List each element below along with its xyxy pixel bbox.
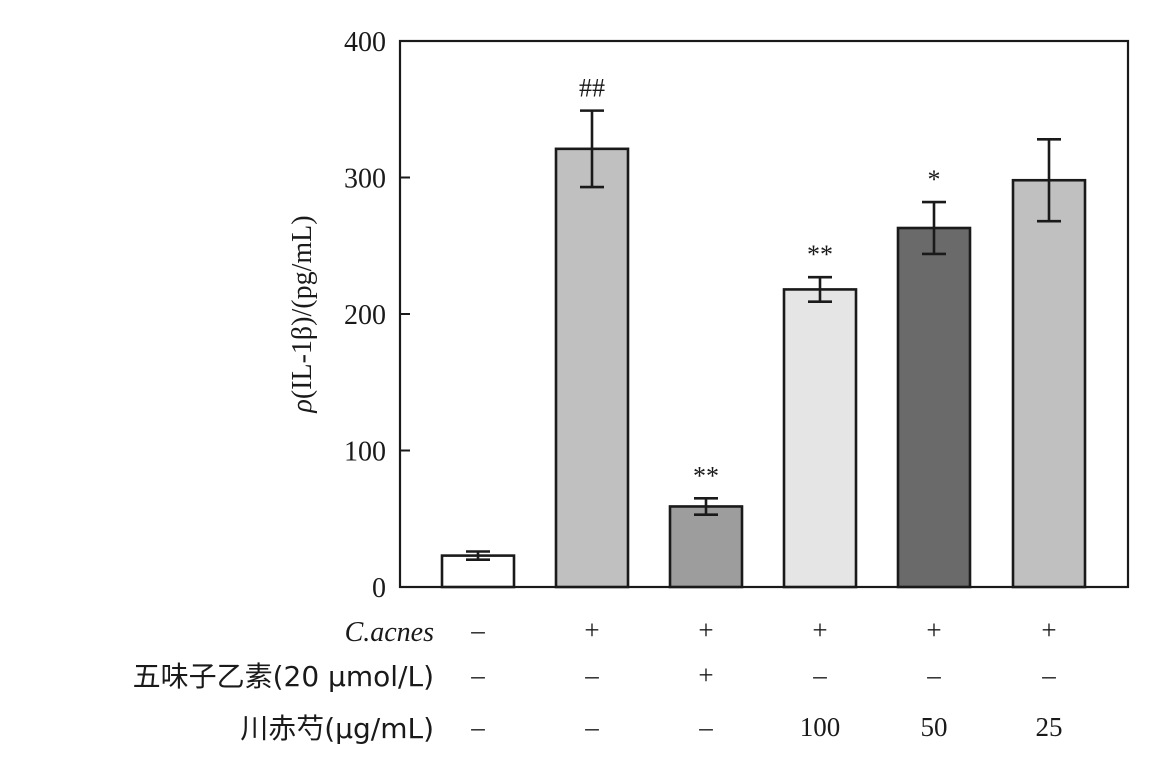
y-axis-label-symbol: ρ — [287, 399, 318, 413]
labels: ##***** — [579, 74, 941, 491]
treatment-row-value: 25 — [1036, 712, 1063, 742]
y-axis-label: ρ(IL-1β)/(pg/mL) — [287, 215, 318, 413]
y-tick-label: 0 — [372, 573, 386, 604]
treatment-row-value: + — [926, 615, 941, 645]
treatment-row-value: – — [470, 712, 485, 742]
axes: 0 100 200 300 400 ρ(IL-1β)/(pg/mL) — [287, 27, 1130, 604]
treatment-row-label: C.acnes — [345, 617, 435, 648]
bar — [782, 288, 858, 589]
y-tick-label: 400 — [344, 27, 386, 58]
treatment-row-value: – — [470, 615, 485, 645]
treatment-row-value: – — [470, 660, 485, 690]
bar — [554, 147, 630, 589]
treatment-row-value: – — [698, 712, 713, 742]
treatment-row-value: + — [698, 660, 713, 690]
treatment-row-value: – — [584, 712, 599, 742]
treatment-row-label: 五味子乙素(20 μmol/L) — [133, 660, 434, 693]
significance-label: * — [928, 165, 941, 194]
treatment-row-value: 50 — [921, 712, 948, 742]
significance-label: ** — [693, 461, 719, 490]
treatment-row-value: + — [1041, 615, 1056, 645]
treatment-row-label: 川赤芍(μg/mL) — [240, 712, 434, 745]
treatment-row-value: – — [584, 660, 599, 690]
treatment-row-value: 100 — [800, 712, 841, 742]
y-axis-label-text: (IL-1β)/(pg/mL) — [287, 215, 318, 399]
bar — [896, 226, 972, 589]
y-tick-label: 200 — [344, 300, 386, 331]
bars — [440, 109, 1087, 589]
treatment-row-value: + — [584, 615, 599, 645]
treatment-row-value: – — [812, 660, 827, 690]
y-tick-label: 100 — [344, 437, 386, 468]
treatment-row-value: + — [698, 615, 713, 645]
significance-label: ** — [807, 240, 833, 269]
treatment-row-value: – — [926, 660, 941, 690]
treatment-table: C.acnes – + + + + + 五味子乙素(20 μmol/L) – – + – – – 川赤芍(μ… — [133, 615, 1063, 745]
treatment-row-value: – — [1041, 660, 1056, 690]
y-tick-label: 300 — [344, 164, 386, 195]
significance-label: ## — [579, 74, 605, 103]
bar — [440, 554, 516, 589]
treatment-row-value: + — [812, 615, 827, 645]
bar — [668, 505, 744, 589]
bar — [1011, 178, 1087, 589]
